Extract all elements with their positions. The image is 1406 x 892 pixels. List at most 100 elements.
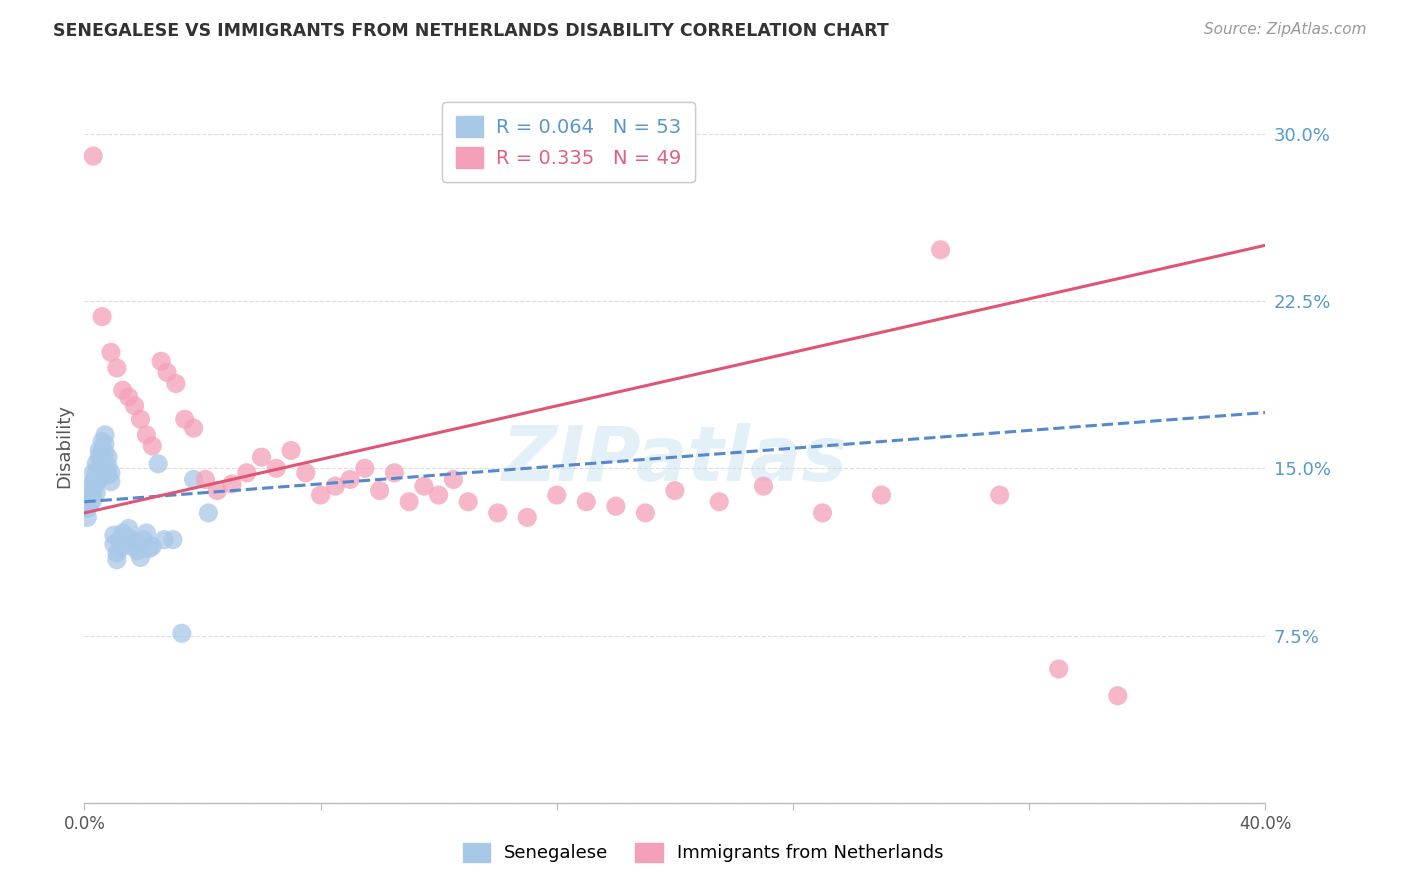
Legend: Senegalese, Immigrants from Netherlands: Senegalese, Immigrants from Netherlands	[456, 836, 950, 870]
Text: Source: ZipAtlas.com: Source: ZipAtlas.com	[1204, 22, 1367, 37]
Point	[103, 528, 125, 542]
Point	[118, 521, 141, 535]
Point	[339, 473, 361, 487]
Point	[82, 475, 104, 489]
Point	[84, 457, 107, 471]
Point	[97, 467, 120, 482]
Point	[141, 439, 163, 453]
Point	[162, 533, 184, 547]
Point	[84, 485, 107, 500]
Point	[156, 366, 179, 380]
Point	[118, 530, 141, 544]
Point	[250, 450, 273, 464]
Point	[236, 466, 259, 480]
Point	[87, 443, 111, 458]
Point	[280, 443, 302, 458]
Point	[103, 537, 125, 551]
Point	[105, 546, 128, 560]
Point	[427, 488, 450, 502]
Point	[114, 530, 136, 544]
Point	[929, 243, 952, 257]
Point	[129, 550, 152, 565]
Point	[486, 506, 509, 520]
Point	[79, 497, 101, 511]
Point	[1047, 662, 1070, 676]
Point	[354, 461, 377, 475]
Point	[664, 483, 686, 498]
Point	[546, 488, 568, 502]
Point	[221, 476, 243, 491]
Point	[132, 533, 155, 547]
Point	[87, 450, 111, 464]
Point	[141, 539, 163, 553]
Point	[398, 494, 420, 508]
Point	[129, 412, 152, 426]
Point	[118, 390, 141, 404]
Point	[94, 427, 117, 442]
Point	[97, 450, 120, 464]
Point	[138, 541, 160, 556]
Point	[309, 488, 332, 502]
Point	[183, 473, 205, 487]
Point	[165, 376, 187, 391]
Point	[709, 494, 731, 508]
Point	[135, 427, 157, 442]
Text: SENEGALESE VS IMMIGRANTS FROM NETHERLANDS DISABILITY CORRELATION CHART: SENEGALESE VS IMMIGRANTS FROM NETHERLAND…	[53, 22, 889, 40]
Point	[111, 384, 134, 398]
Point	[84, 476, 107, 491]
Point	[382, 466, 406, 480]
Point	[368, 483, 391, 498]
Point	[91, 443, 114, 458]
Point	[752, 479, 775, 493]
Point	[97, 458, 120, 473]
Point	[79, 479, 101, 493]
Point	[457, 494, 479, 508]
Point	[105, 360, 128, 375]
Point	[811, 506, 834, 520]
Point	[1107, 689, 1129, 703]
Point	[575, 494, 598, 508]
Point	[82, 466, 104, 480]
Legend: R = 0.064   N = 53, R = 0.335   N = 49: R = 0.064 N = 53, R = 0.335 N = 49	[441, 103, 695, 182]
Point	[148, 457, 170, 471]
Point	[100, 466, 122, 480]
Point	[173, 412, 195, 426]
Point	[295, 466, 318, 480]
Point	[443, 473, 465, 487]
Point	[100, 345, 122, 359]
Point	[111, 534, 134, 549]
Y-axis label: Disability: Disability	[55, 404, 73, 488]
Point	[194, 473, 217, 487]
Point	[87, 473, 111, 487]
Point	[91, 452, 114, 467]
Point	[82, 483, 104, 498]
Point	[634, 506, 657, 520]
Point	[207, 483, 229, 498]
Point	[124, 399, 146, 413]
Point	[108, 541, 131, 556]
Point	[135, 525, 157, 540]
Point	[91, 310, 114, 324]
Point	[183, 421, 205, 435]
Point	[516, 510, 538, 524]
Point	[76, 501, 98, 516]
Point	[82, 492, 104, 507]
Point	[111, 525, 134, 540]
Point	[87, 461, 111, 475]
Point	[266, 461, 288, 475]
Point	[413, 479, 436, 493]
Point	[79, 488, 101, 502]
Point	[170, 626, 193, 640]
Point	[150, 354, 173, 368]
Point	[94, 436, 117, 450]
Point	[325, 479, 347, 493]
Point	[605, 499, 627, 513]
Point	[105, 552, 128, 567]
Point	[108, 533, 131, 547]
Point	[121, 539, 143, 553]
Point	[94, 445, 117, 460]
Point	[153, 533, 176, 547]
Text: ZIPatlas: ZIPatlas	[502, 424, 848, 497]
Point	[100, 475, 122, 489]
Point	[988, 488, 1011, 502]
